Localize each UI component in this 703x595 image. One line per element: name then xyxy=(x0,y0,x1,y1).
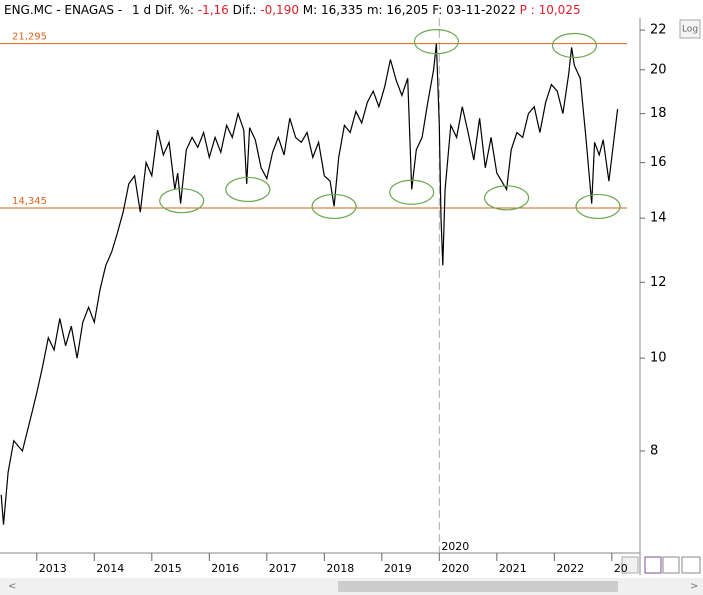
pin-button[interactable] xyxy=(662,556,680,574)
y-tick-label: 16 xyxy=(650,155,667,170)
price-line xyxy=(0,43,619,525)
dif-pct: -1,16 xyxy=(198,3,229,17)
y-tick-label: 10 xyxy=(650,351,667,366)
highlight xyxy=(311,193,357,220)
log-button-label: Log xyxy=(682,25,698,35)
min-label: m: xyxy=(367,3,383,17)
period: 1 d xyxy=(132,3,151,17)
scroll-left[interactable]: < xyxy=(8,581,16,592)
dif-label: Dif.: xyxy=(233,3,257,17)
x-tick-label: 2016 xyxy=(211,562,239,575)
log-button[interactable] xyxy=(679,19,701,39)
highlight xyxy=(483,185,530,211)
symbol: ENG.MC - ENAGAS - xyxy=(4,3,122,17)
highlight xyxy=(551,32,598,59)
x-tick-label: 2020 xyxy=(441,562,469,575)
date-label: F: xyxy=(432,3,442,17)
x-tick-label: 2022 xyxy=(556,562,584,575)
x-tick-label: 2013 xyxy=(39,562,67,575)
x-tick-label: 2019 xyxy=(384,562,412,575)
y-tick-label: 18 xyxy=(650,106,667,121)
price-label: P : xyxy=(520,3,535,17)
zoom-button[interactable] xyxy=(681,556,701,574)
min: 16,205 xyxy=(386,3,428,17)
dif: -0,190 xyxy=(260,3,299,17)
cursor-label: 2020 xyxy=(441,540,469,553)
dif-pct-label: Dif. %: xyxy=(155,3,194,17)
highlight xyxy=(413,29,460,55)
x-tick-label: 2017 xyxy=(269,562,297,575)
highlight xyxy=(389,179,435,205)
level-label: 14,345 xyxy=(12,196,47,207)
x-tick-label: 2015 xyxy=(154,562,182,575)
x-tick-label: 2021 xyxy=(499,562,527,575)
level-label: 21,295 xyxy=(12,32,47,43)
y-tick-label: 22 xyxy=(650,23,667,38)
highlight xyxy=(159,188,205,214)
highlight xyxy=(225,176,271,203)
x-tick-label: 20 xyxy=(614,562,628,575)
max-label: M: xyxy=(303,3,317,17)
scrollbar-thumb[interactable] xyxy=(338,581,618,592)
x-tick-label: 2014 xyxy=(96,562,124,575)
highlight xyxy=(575,193,621,220)
max: 16,335 xyxy=(321,3,363,17)
y-tick-label: 14 xyxy=(650,211,667,226)
price: 10,025 xyxy=(539,3,581,17)
y-tick-label: 12 xyxy=(650,275,667,290)
header: ENG.MC - ENAGAS - 1 d Dif. %: -1,16 Dif.… xyxy=(4,3,581,17)
x-tick-label: 2018 xyxy=(326,562,354,575)
y-tick-label: 8 xyxy=(650,443,658,458)
scroll-right[interactable]: > xyxy=(690,581,698,592)
scroll-button[interactable] xyxy=(621,556,639,574)
date: 03-11-2022 xyxy=(446,3,516,17)
save-button[interactable] xyxy=(644,556,662,574)
y-tick-label: 20 xyxy=(650,62,667,77)
